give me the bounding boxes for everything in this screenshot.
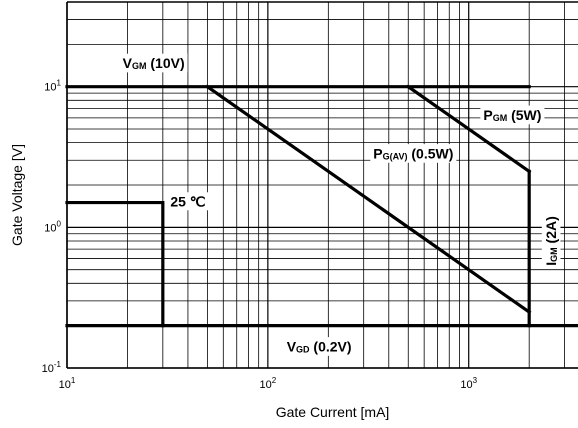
x-tick-label: 101 xyxy=(59,376,76,391)
plot-frame xyxy=(66,1,578,369)
annotation-label: PG(AV) (0.5W) xyxy=(373,145,453,162)
curve-annotation: VGD (0.2V) xyxy=(283,337,355,356)
annotation-background xyxy=(480,105,545,125)
curve-annotation: PGM (5W) xyxy=(480,105,545,125)
curve-annotation: VGM (10V) xyxy=(119,53,188,73)
chart-annotations: VGM (10V) PGM (5W) PG(AV) (0.5W) 25 ℃ IGM (2… xyxy=(119,53,561,356)
curve-annotation: PG(AV) (0.5W) xyxy=(370,144,457,163)
curve-line xyxy=(406,84,532,174)
y-tick-labels: 10-1 100 101 xyxy=(42,79,62,375)
annotation-label: VGM (10V) xyxy=(123,55,185,72)
y-tick-label: 10-1 xyxy=(42,360,62,375)
curve-annotation: 25 ℃ xyxy=(167,192,209,211)
annotation-background xyxy=(283,337,355,356)
annotation-label: PGM (5W) xyxy=(483,107,541,124)
annotation-background xyxy=(119,53,188,73)
y-tick-label: 100 xyxy=(44,219,61,234)
y-tick-label: 101 xyxy=(44,79,61,94)
annotation-label: VGD (0.2V) xyxy=(287,338,352,355)
x-tick-labels: 101 102 103 xyxy=(59,376,478,391)
chart-curves xyxy=(65,84,578,328)
x-axis-label: Gate Current [mA] xyxy=(276,404,390,420)
annotation-background xyxy=(541,213,561,269)
annotation-background xyxy=(167,192,209,211)
curve-annotation: IGM (2A) xyxy=(541,213,561,269)
annotation-label: 25 ℃ xyxy=(170,193,205,209)
curve-line xyxy=(205,84,532,315)
annotation-background xyxy=(370,144,457,163)
curve-line xyxy=(65,200,165,328)
x-tick-label: 103 xyxy=(460,376,477,391)
x-tick-label: 102 xyxy=(260,376,277,391)
annotation-label: IGM (2A) xyxy=(543,216,560,266)
y-axis-label: Gate Voltage [V] xyxy=(9,144,25,246)
